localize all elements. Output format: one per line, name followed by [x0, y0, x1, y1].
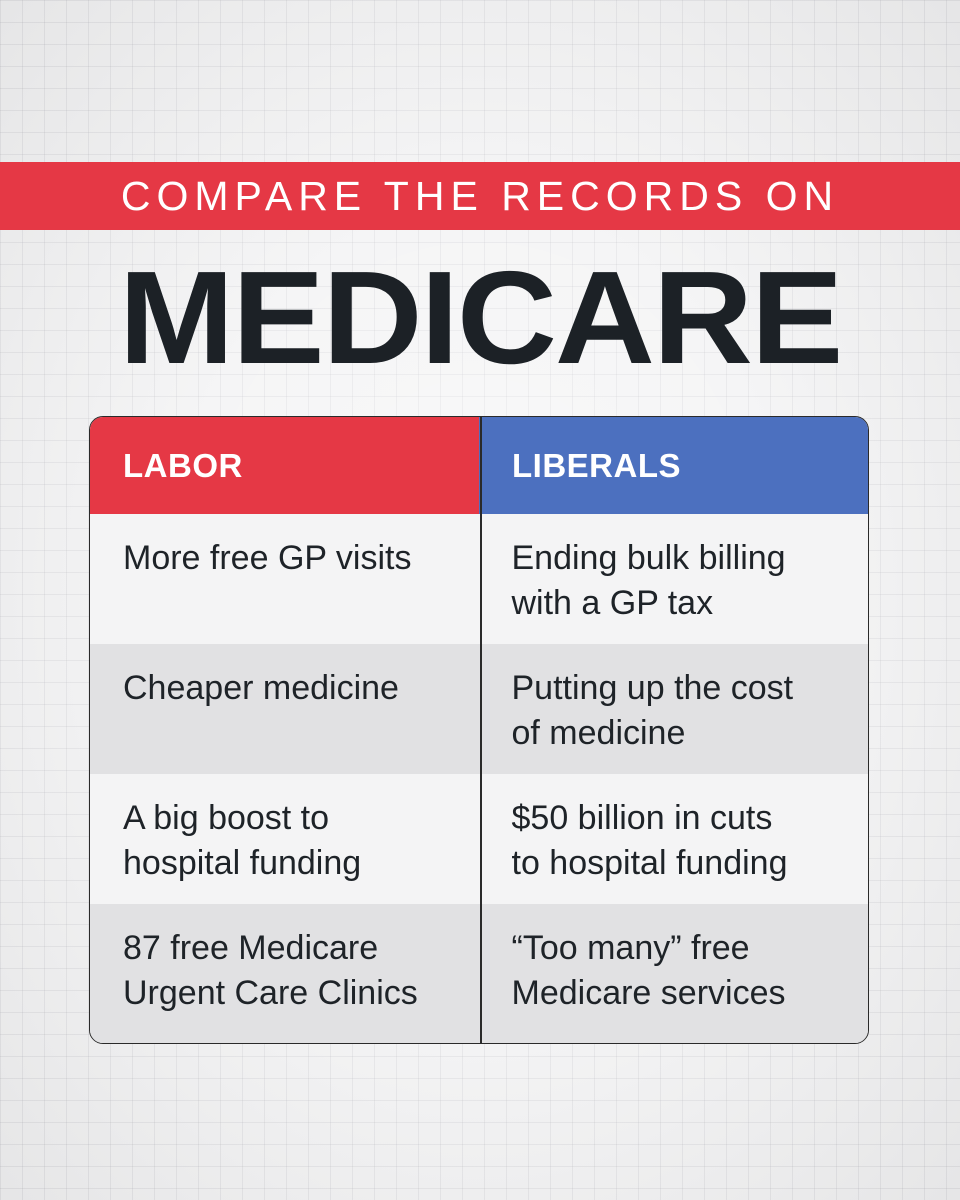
- liberals-cell: Ending bulk billing with a GP tax: [511, 539, 786, 622]
- table-row: A big boost to hospital funding $50 bill…: [90, 774, 868, 904]
- labor-cell: A big boost to hospital funding: [123, 799, 362, 882]
- table-row: More free GP visits Ending bulk billing …: [90, 514, 868, 644]
- labor-cell: Cheaper medicine: [123, 669, 399, 707]
- table-row: 87 free Medicare Urgent Care Clinics “To…: [90, 904, 868, 1043]
- banner-text: COMPARE THE RECORDS ON: [120, 172, 840, 219]
- liberals-header-label: LIBERALS: [512, 446, 681, 484]
- liberals-cell: “Too many” free Medicare services: [511, 929, 786, 1012]
- labor-header: LABOR: [90, 417, 479, 514]
- headline-text: MEDICARE: [118, 243, 844, 391]
- liberals-cell: $50 billion in cuts to hospital funding: [511, 799, 788, 882]
- column-divider: [480, 417, 482, 1043]
- liberals-cell: Putting up the cost of medicine: [511, 669, 794, 752]
- labor-header-label: LABOR: [123, 446, 243, 484]
- table-row: Cheaper medicine Putting up the cost of …: [90, 644, 868, 774]
- labor-cell: More free GP visits: [123, 539, 412, 577]
- liberals-header: LIBERALS: [479, 417, 868, 514]
- banner: COMPARE THE RECORDS ON: [0, 162, 960, 230]
- headline: MEDICARE: [0, 250, 960, 385]
- labor-cell: 87 free Medicare Urgent Care Clinics: [123, 929, 418, 1012]
- comparison-table: LABOR LIBERALS More free GP visits Endin…: [89, 416, 869, 1044]
- table-header-row: LABOR LIBERALS: [90, 417, 868, 514]
